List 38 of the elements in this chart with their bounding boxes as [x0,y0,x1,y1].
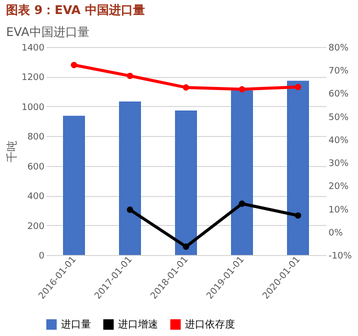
bar [231,90,253,255]
y-tick-label: 1000 [22,102,45,113]
y-axis-title: 千吨 [6,140,19,162]
point [126,72,134,80]
y2-tick-label: 20% [328,182,349,192]
y2-tick-label: 50% [328,112,349,123]
y2-tick-label: -10% [328,252,352,262]
y-tick-label: 200 [27,222,45,232]
y-tick-label: 800 [27,132,45,143]
bar [119,102,141,255]
y-tick-label: 600 [27,162,45,172]
y2-tick-label: 30% [328,159,349,170]
y2-tick-label: 40% [328,136,349,146]
bar [175,110,197,255]
point [238,200,246,207]
point [70,62,78,68]
legend-label: 进口增速 [118,318,158,331]
point [182,84,190,91]
y-tick-label: 0 [38,252,45,262]
y2-tick-label: 0% [328,228,344,238]
y-tick-label: 1400 [22,44,45,54]
point [126,206,134,213]
y2-tick-label: 70% [328,66,349,77]
legend-label: 进口依存度 [185,318,235,331]
y-tick-label: 400 [27,192,45,202]
y-tick-label: 1200 [22,73,45,84]
chart-title: 图表 9：EVA 中国进口量 [6,3,145,17]
legend-label: 进口量 [61,318,91,331]
y2-tick-label: 60% [328,90,349,100]
point [238,86,246,92]
point [294,212,302,219]
point [294,84,302,90]
y2-tick-label: 10% [328,205,349,216]
point [182,244,190,250]
y2-tick-label: 80% [328,44,349,54]
bar [287,80,309,255]
bar [63,116,85,255]
chart-subtitle: EVA中国进口量 [6,25,90,39]
